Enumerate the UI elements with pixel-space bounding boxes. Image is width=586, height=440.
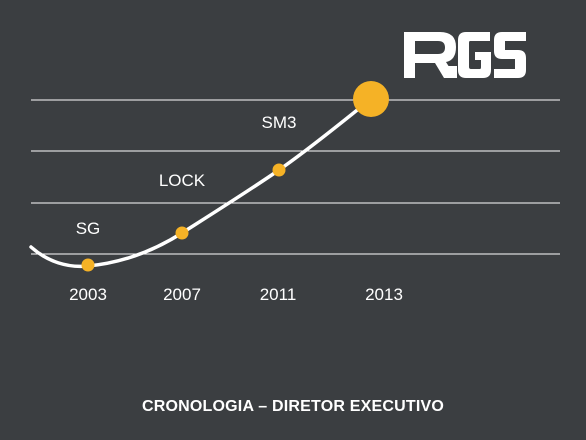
- gridlines: [31, 99, 560, 255]
- x-tick-label: 2007: [163, 285, 201, 304]
- point-labels: SG LOCK SM3: [76, 113, 297, 238]
- footer-title: CRONOLOGIA – DIRETOR EXECUTIVO: [141, 398, 445, 415]
- logo-letter-s: [494, 32, 526, 78]
- timeline-markers: [81, 81, 389, 272]
- x-tick-label: 2013: [365, 285, 403, 304]
- timeline-marker-2007: [175, 226, 189, 240]
- timeline-marker-2013: [353, 81, 389, 117]
- x-tick-label: 2011: [260, 285, 297, 304]
- x-tick-labels: 2003 2007 2011 2013: [69, 285, 403, 304]
- point-label-lock: LOCK: [159, 171, 206, 190]
- rgs-logo: [404, 32, 526, 78]
- logo-dash: [445, 66, 457, 78]
- x-tick-label: 2003: [69, 285, 107, 304]
- timeline-marker-2011: [272, 163, 286, 177]
- timeline-marker-2003: [81, 258, 95, 272]
- logo-letter-r: [404, 32, 456, 78]
- point-label-sg: SG: [76, 219, 101, 238]
- point-label-sm3: SM3: [262, 113, 297, 132]
- logo-letter-g: [458, 32, 491, 78]
